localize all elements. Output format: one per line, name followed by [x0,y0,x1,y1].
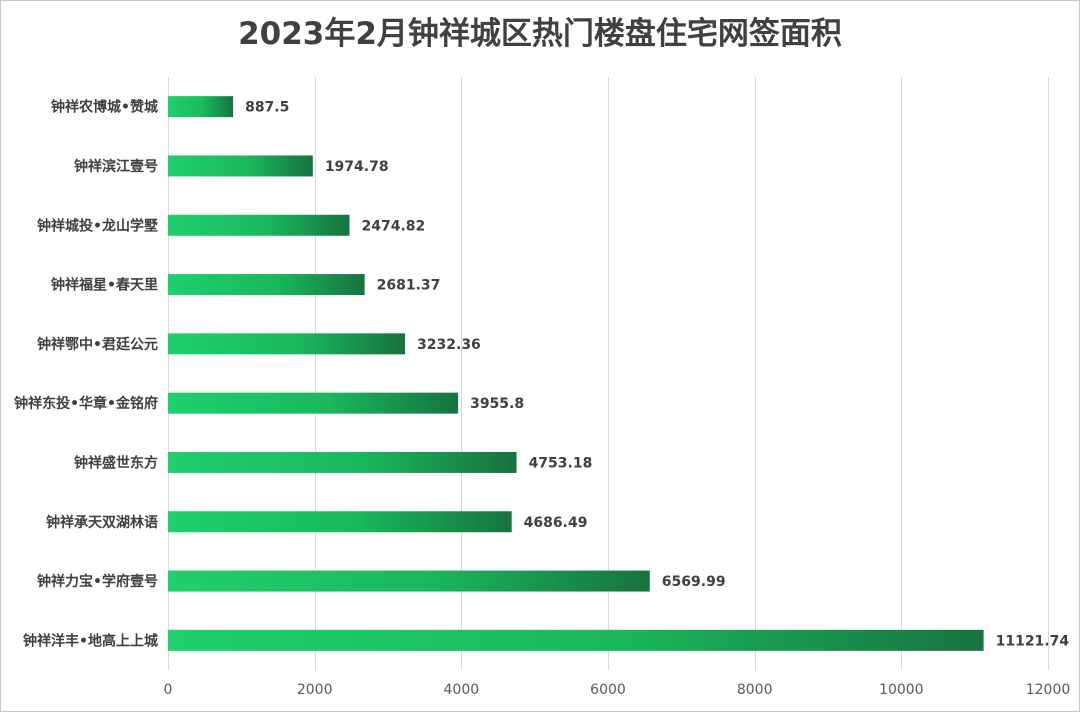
value-label: 11121.74 [996,633,1070,649]
category-labels: 钟祥农博城•赞城钟祥滨江壹号钟祥城投•龙山学墅钟祥福星•春天里钟祥鄂中•君廷公元… [14,99,158,650]
value-label: 887.5 [245,100,289,116]
bar [168,451,517,473]
category-label: 钟祥滨江壹号 [74,158,158,175]
chart-title: 2023年2月钟祥城区热门楼盘住宅网签面积 [238,16,842,52]
bar [168,214,350,236]
bar [168,629,984,651]
bar [168,333,406,355]
bar [168,570,650,592]
value-label: 1974.78 [325,159,389,175]
category-label: 钟祥洋丰•地高上上城 [23,632,158,649]
value-label: 2474.82 [361,218,425,234]
category-label: 钟祥承天双湖林语 [46,514,158,531]
x-tick-label: 10000 [879,682,924,698]
category-label: 钟祥农博城•赞城 [51,99,158,116]
x-tick-label: 2000 [297,682,333,698]
value-label: 2681.37 [377,278,441,294]
category-label: 钟祥城投•龙山学墅 [37,217,158,234]
category-label: 钟祥力宝•学府壹号 [37,573,158,590]
value-labels: 887.5 1974.78 2474.82 2681.37 3232.36 3955.8 4… [245,100,1069,650]
x-tick-label: 12000 [1026,682,1071,698]
x-tick-label: 0 [164,682,173,698]
category-label: 钟祥盛世东方 [74,454,158,471]
x-tick-label: 6000 [590,682,626,698]
bar [168,96,234,118]
value-label: 3955.8 [470,396,524,412]
x-axis-tick-labels: 0 2000 4000 6000 8000 10000 12000 [164,682,1071,698]
bar [168,155,313,177]
value-label: 3232.36 [417,337,481,353]
bar [168,274,365,296]
value-label: 4686.49 [524,515,588,531]
x-tick-label: 8000 [737,682,773,698]
value-label: 6569.99 [662,574,726,590]
category-label: 钟祥鄂中•君廷公元 [37,336,158,353]
category-label: 钟祥福星•春天里 [51,277,158,294]
value-label: 4753.18 [529,455,593,471]
bar [168,392,459,414]
x-tick-label: 4000 [444,682,480,698]
bar [168,511,512,533]
bars [168,96,984,651]
category-label: 钟祥东投•华章•金铭府 [14,395,158,412]
